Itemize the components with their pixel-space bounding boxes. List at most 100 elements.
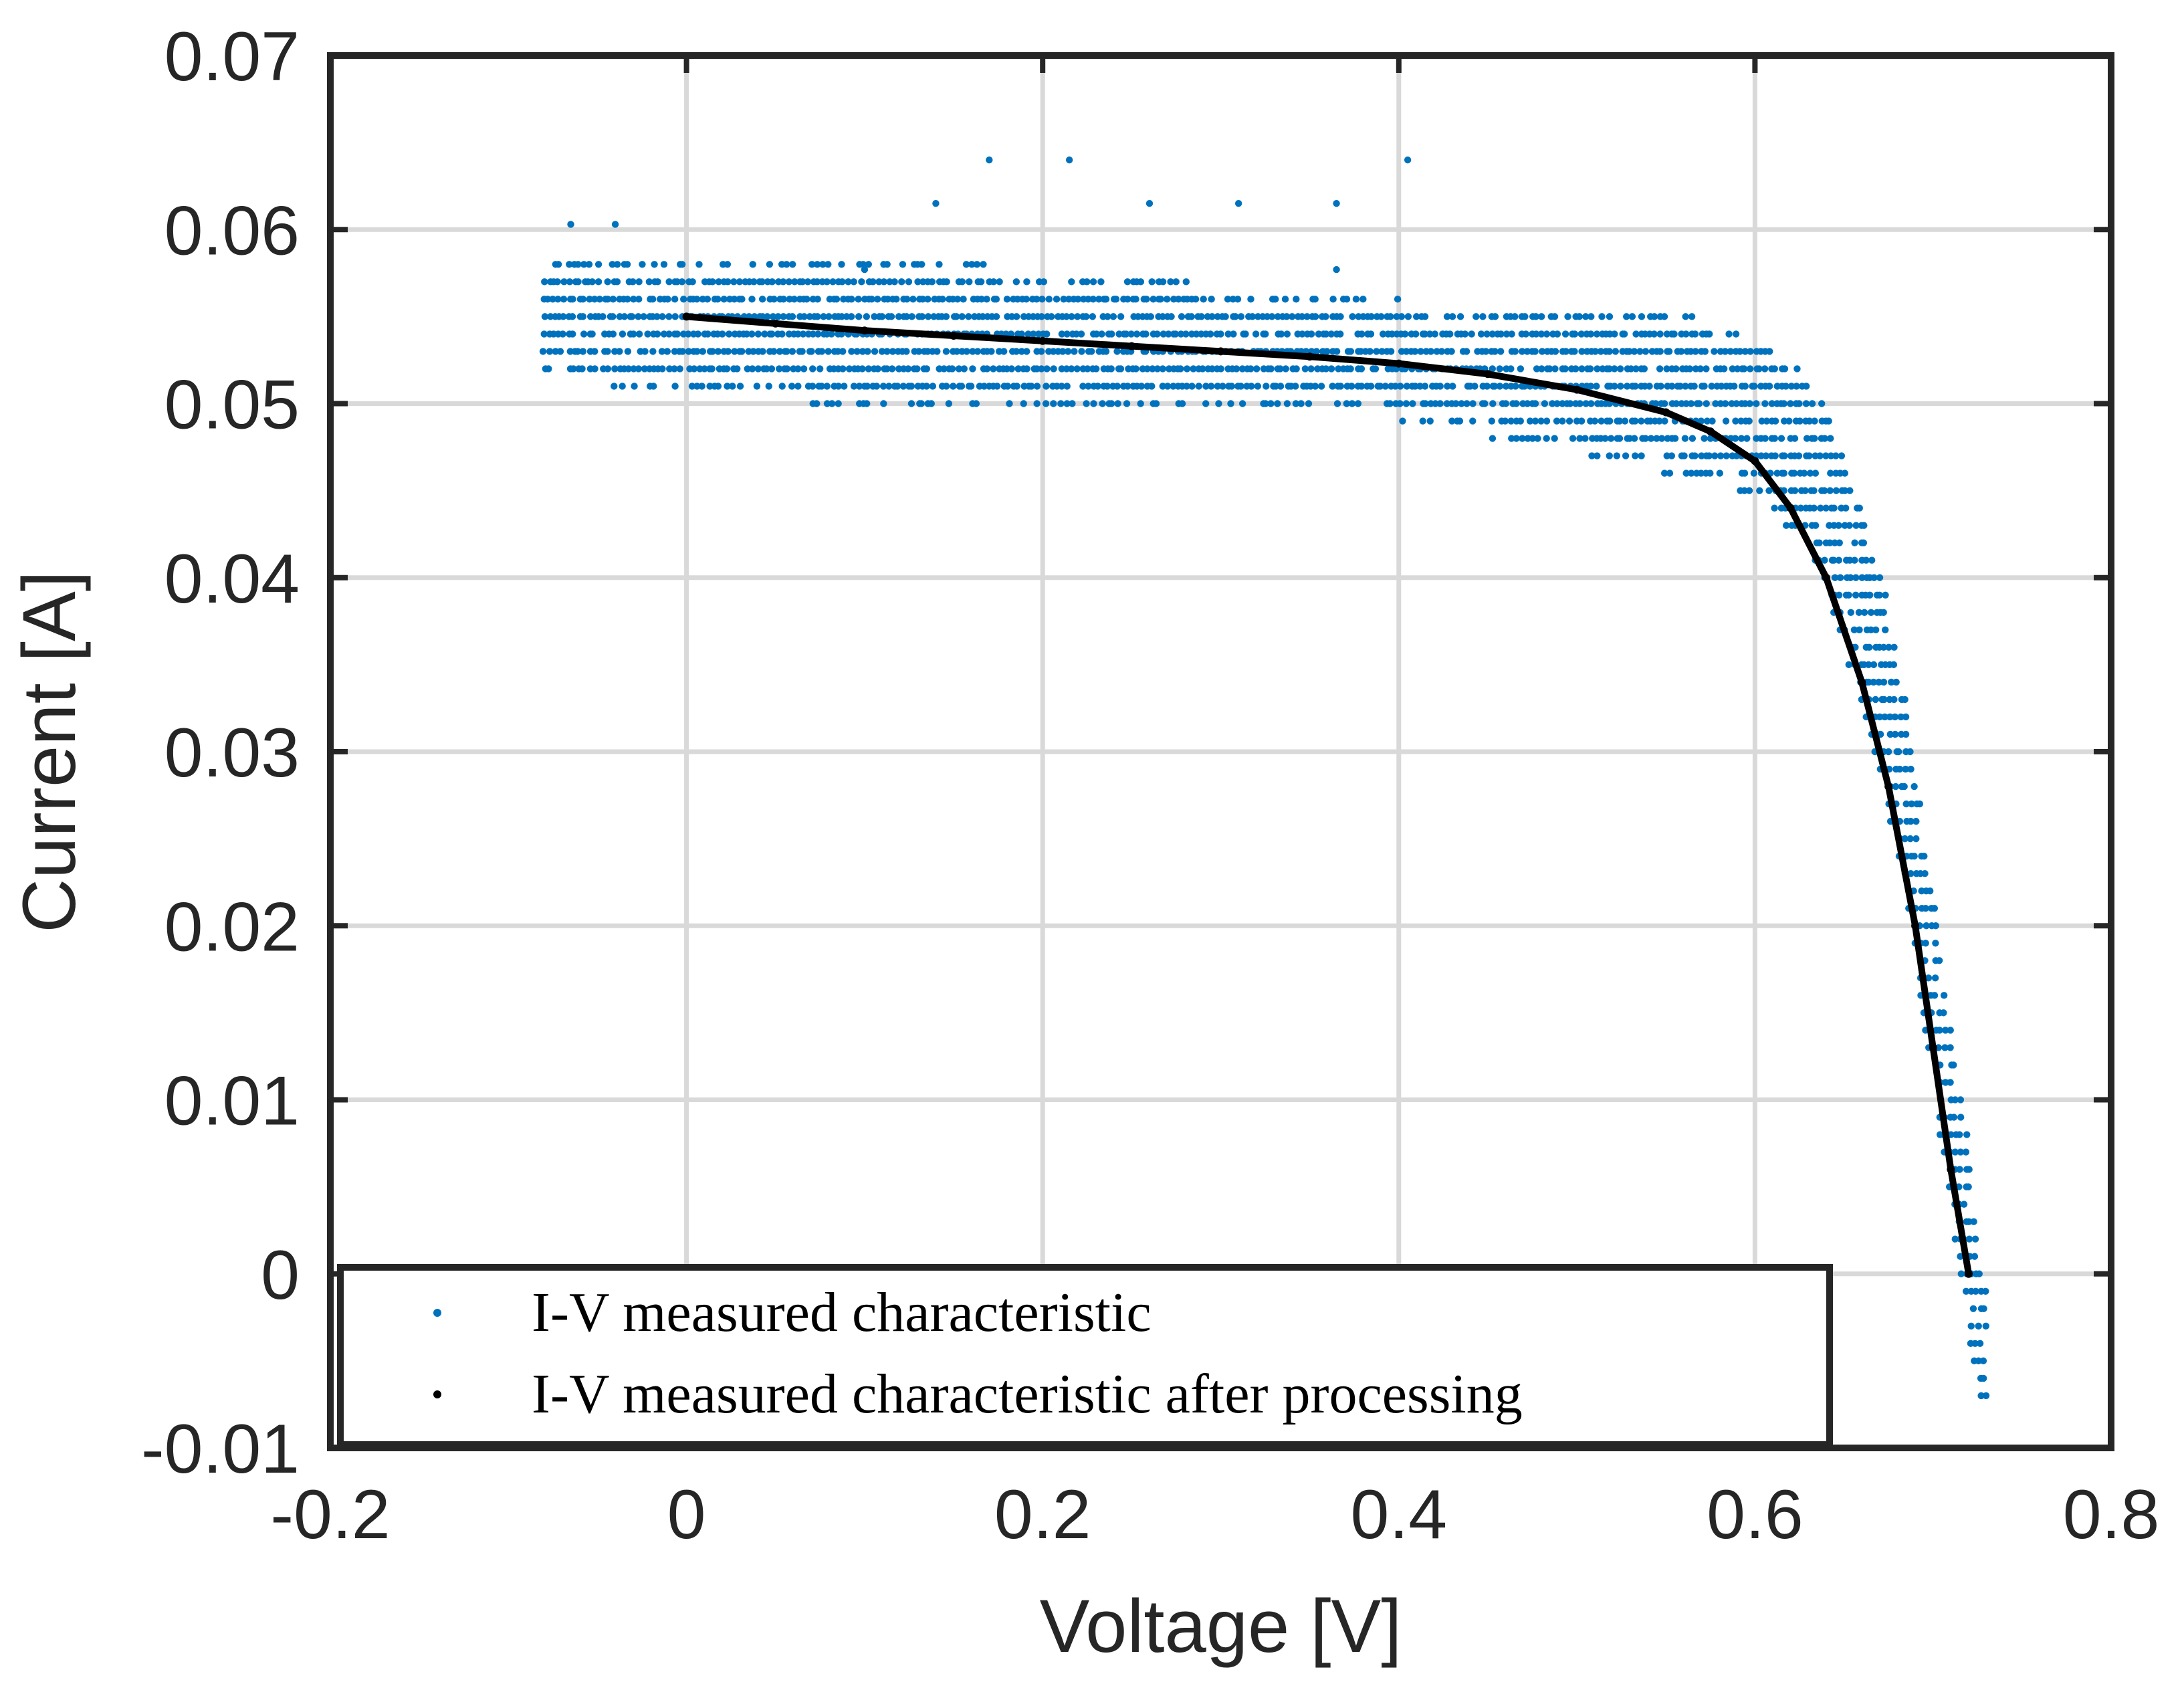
measured-point	[1217, 330, 1224, 338]
measured-point	[1791, 487, 1799, 494]
measured-point	[651, 261, 658, 268]
measured-point	[1836, 539, 1843, 546]
measured-point	[1202, 383, 1210, 390]
measured-point	[604, 348, 611, 355]
measured-point	[1747, 348, 1754, 355]
measured-point	[574, 278, 582, 286]
measured-point	[1963, 1131, 1971, 1138]
measured-point	[1463, 400, 1470, 407]
measured-point	[628, 313, 636, 320]
measured-point	[1812, 452, 1819, 459]
measured-point	[1598, 417, 1605, 425]
measured-point	[1960, 1200, 1968, 1208]
measured-point	[590, 296, 598, 303]
measured-point	[1865, 678, 1872, 686]
measured-point	[833, 296, 841, 303]
measured-point	[1793, 365, 1801, 373]
measured-point	[1571, 348, 1578, 355]
measured-point	[808, 348, 815, 355]
measured-point	[983, 365, 991, 373]
measured-point	[958, 313, 966, 320]
measured-point	[609, 296, 617, 303]
measured-point	[924, 296, 932, 303]
measured-point	[736, 278, 744, 286]
measured-point	[1826, 522, 1833, 529]
measured-point	[1802, 383, 1810, 390]
measured-point	[1771, 435, 1779, 442]
measured-point	[1491, 383, 1499, 390]
measured-point	[1763, 417, 1771, 425]
measured-point	[845, 278, 852, 286]
measured-point	[579, 313, 587, 320]
measured-point	[850, 278, 857, 286]
measured-point	[666, 365, 673, 373]
measured-point	[1531, 400, 1539, 407]
measured-point	[1517, 417, 1524, 425]
y-tick-label: 0.05	[165, 366, 300, 444]
measured-point	[1461, 330, 1469, 338]
measured-point	[645, 278, 653, 286]
measured-point	[1880, 696, 1888, 704]
measured-point	[580, 261, 588, 268]
processed-point	[1394, 359, 1403, 368]
measured-point	[1088, 348, 1095, 355]
measured-point	[887, 313, 895, 320]
measured-point	[688, 383, 696, 390]
measured-point	[1965, 1166, 1973, 1173]
measured-point	[1908, 800, 1915, 808]
measured-point	[1254, 313, 1262, 320]
measured-point	[1337, 383, 1345, 390]
measured-point	[1686, 365, 1694, 373]
measured-point	[1012, 278, 1020, 286]
measured-point	[1084, 365, 1091, 373]
measured-point	[873, 383, 881, 390]
measured-point	[1546, 365, 1553, 373]
measured-point	[1232, 313, 1239, 320]
measured-point	[1712, 400, 1719, 407]
measured-point	[955, 365, 963, 373]
measured-point	[1077, 330, 1085, 338]
measured-point	[1020, 400, 1027, 407]
measured-point	[1357, 365, 1366, 373]
measured-point	[1870, 574, 1878, 581]
measured-point	[1892, 678, 1900, 686]
measured-point	[1093, 365, 1100, 373]
measured-point	[1593, 383, 1600, 390]
measured-point	[904, 365, 912, 373]
measured-point	[1773, 383, 1781, 390]
measured-point	[942, 348, 950, 355]
measured-point	[1238, 400, 1246, 407]
measured-point	[1115, 330, 1123, 338]
measured-point	[1348, 400, 1356, 407]
measured-point	[1656, 348, 1664, 355]
measured-point	[619, 330, 627, 338]
y-tick-label: -0.01	[141, 1410, 300, 1488]
measured-point	[1263, 383, 1270, 390]
measured-point	[1219, 383, 1226, 390]
measured-point	[828, 330, 835, 338]
measured-point	[1262, 400, 1269, 407]
measured-point	[1972, 1287, 1979, 1295]
measured-point	[1248, 383, 1255, 390]
measured-point	[1347, 365, 1354, 373]
measured-point	[993, 383, 1001, 390]
measured-point	[855, 296, 862, 303]
measured-point	[1808, 400, 1816, 407]
processed-point	[1127, 342, 1136, 350]
measured-point	[863, 383, 871, 390]
measured-point	[1761, 365, 1769, 373]
measured-point	[1787, 400, 1794, 407]
measured-point	[1267, 400, 1275, 407]
y-tick-label: 0.03	[165, 714, 300, 792]
measured-point	[917, 400, 925, 407]
measured-point	[1402, 400, 1410, 407]
measured-point	[939, 296, 946, 303]
measured-point	[1207, 383, 1215, 390]
measured-point	[1902, 713, 1910, 721]
measured-point	[1496, 383, 1504, 390]
measured-point	[853, 348, 861, 355]
measured-point	[1578, 348, 1586, 355]
measured-point	[588, 278, 596, 286]
measured-point	[1043, 330, 1051, 338]
